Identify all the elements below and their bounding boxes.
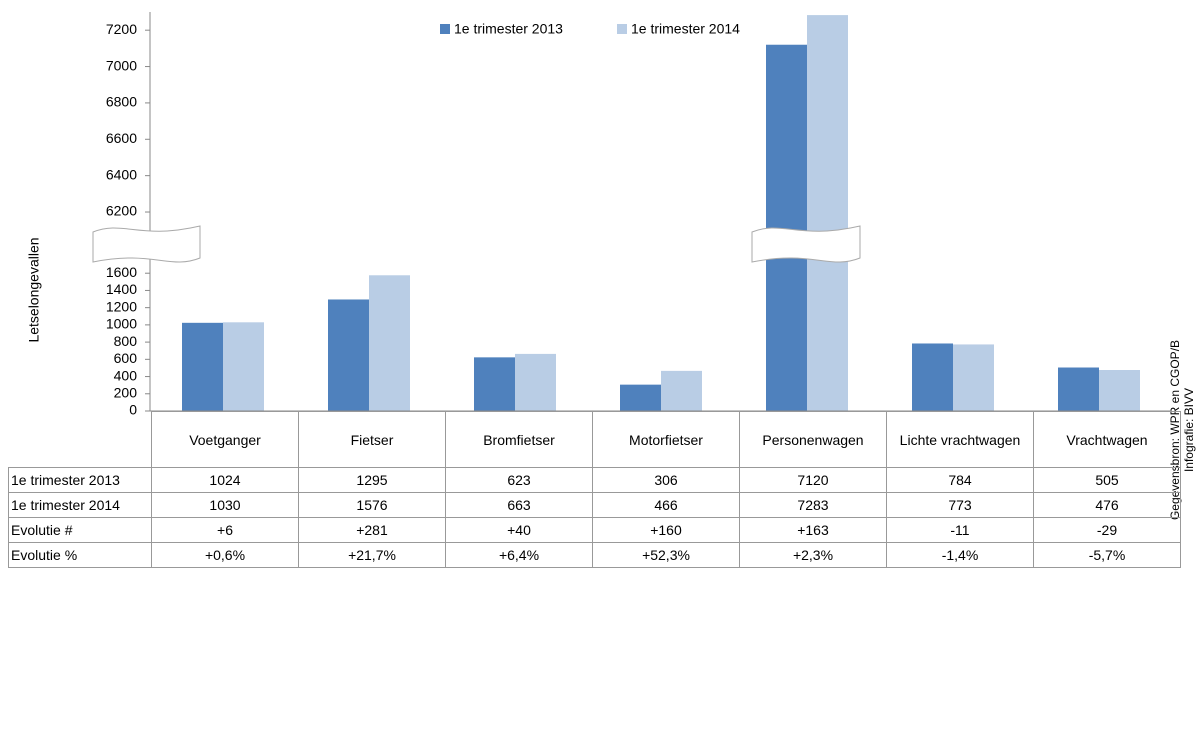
table-cell: +6 bbox=[151, 517, 299, 543]
category-label: Voetganger bbox=[151, 411, 299, 468]
bar bbox=[807, 15, 848, 412]
table-row: Evolutie % +0,6% +21,7% +6,4% +52,3% +2,3% -1,… bbox=[8, 542, 1181, 568]
category-label: Bromfietser bbox=[445, 411, 593, 468]
table-cell: 306 bbox=[592, 467, 740, 493]
table-cell: -5,7% bbox=[1033, 542, 1181, 568]
table-cell: 1576 bbox=[298, 492, 446, 518]
bar bbox=[474, 357, 515, 411]
table-cell: 7283 bbox=[739, 492, 887, 518]
y-tick-label: 1000 bbox=[106, 316, 137, 332]
table-cell: 505 bbox=[1033, 467, 1181, 493]
y-tick-label: 1600 bbox=[106, 264, 137, 280]
row-label: Evolutie % bbox=[8, 542, 152, 568]
y-tick-label: 0 bbox=[129, 402, 137, 418]
category-label: Fietser bbox=[298, 411, 446, 468]
y-tick-label: 6600 bbox=[106, 130, 137, 146]
table-cell: 7120 bbox=[739, 467, 887, 493]
table-cell: 1295 bbox=[298, 467, 446, 493]
bar bbox=[953, 344, 994, 411]
bar bbox=[223, 322, 264, 411]
bar bbox=[328, 299, 369, 411]
category-label: Motorfietser bbox=[592, 411, 740, 468]
table-cell: 466 bbox=[592, 492, 740, 518]
table-cell: 476 bbox=[1033, 492, 1181, 518]
y-tick-label: 200 bbox=[114, 384, 138, 400]
table-cell: 1024 bbox=[151, 467, 299, 493]
y-tick-label: 1200 bbox=[106, 298, 137, 314]
credit: Infografie: BIVV bbox=[1182, 388, 1196, 472]
y-tick-label: 600 bbox=[114, 350, 138, 366]
y-axis-label: Letselongevallen bbox=[26, 237, 42, 342]
y-tick-label: 1400 bbox=[106, 281, 137, 297]
row-label: 1e trimester 2014 bbox=[8, 492, 152, 518]
bar bbox=[369, 275, 410, 411]
bar bbox=[661, 370, 702, 411]
y-tick-label: 6400 bbox=[106, 166, 137, 182]
legend-label: 1e trimester 2013 bbox=[454, 21, 563, 37]
table-cell: 663 bbox=[445, 492, 593, 518]
table-cell: +0,6% bbox=[151, 542, 299, 568]
category-label: Vrachtwagen bbox=[1033, 411, 1181, 468]
table-cell: +2,3% bbox=[739, 542, 887, 568]
y-tick-label: 6200 bbox=[106, 203, 137, 219]
data-table: Voetganger Fietser Bromfietser Motorfietser… bbox=[8, 411, 1181, 568]
table-cell: 623 bbox=[445, 467, 593, 493]
table-cell: -11 bbox=[886, 517, 1034, 543]
table-cell: 784 bbox=[886, 467, 1034, 493]
table-cell: +40 bbox=[445, 517, 593, 543]
table-cell: +6,4% bbox=[445, 542, 593, 568]
y-tick-label: 800 bbox=[114, 333, 138, 349]
y-tick-label: 7000 bbox=[106, 57, 137, 73]
table-cell: +281 bbox=[298, 517, 446, 543]
row-label: 1e trimester 2013 bbox=[8, 467, 152, 493]
category-label: Personenwagen bbox=[739, 411, 887, 468]
axis-break bbox=[92, 225, 201, 263]
legend-label: 1e trimester 2014 bbox=[631, 21, 740, 37]
row-label: Evolutie # bbox=[8, 517, 152, 543]
bar bbox=[1058, 367, 1099, 411]
bar bbox=[912, 343, 953, 411]
table-cell bbox=[8, 411, 152, 468]
table-row: Evolutie # +6 +281 +40 +160 +163 -11 -29 bbox=[8, 517, 1181, 543]
table-cell: -1,4% bbox=[886, 542, 1034, 568]
table-row: Voetganger Fietser Bromfietser Motorfietser… bbox=[8, 411, 1181, 468]
y-tick-label: 400 bbox=[114, 367, 138, 383]
table-cell: 1030 bbox=[151, 492, 299, 518]
table-row: 1e trimester 2013 1024 1295 623 306 7120 784 50… bbox=[8, 467, 1181, 493]
y-tick-label: 6800 bbox=[106, 94, 137, 110]
table-cell: -29 bbox=[1033, 517, 1181, 543]
table-cell: +160 bbox=[592, 517, 740, 543]
table-cell: +21,7% bbox=[298, 542, 446, 568]
bar bbox=[1099, 370, 1140, 411]
category-label: Lichte vrachtwagen bbox=[886, 411, 1034, 468]
table-cell: +52,3% bbox=[592, 542, 740, 568]
axis-break bbox=[751, 225, 861, 263]
legend-swatch bbox=[617, 24, 627, 34]
bar bbox=[182, 322, 223, 411]
bar bbox=[515, 353, 556, 411]
y-tick-label: 7200 bbox=[106, 21, 137, 37]
table-cell: 773 bbox=[886, 492, 1034, 518]
table-cell: +163 bbox=[739, 517, 887, 543]
legend-swatch bbox=[440, 24, 450, 34]
table-row: 1e trimester 2014 1030 1576 663 466 7283 773 47… bbox=[8, 492, 1181, 518]
bar bbox=[620, 384, 661, 411]
